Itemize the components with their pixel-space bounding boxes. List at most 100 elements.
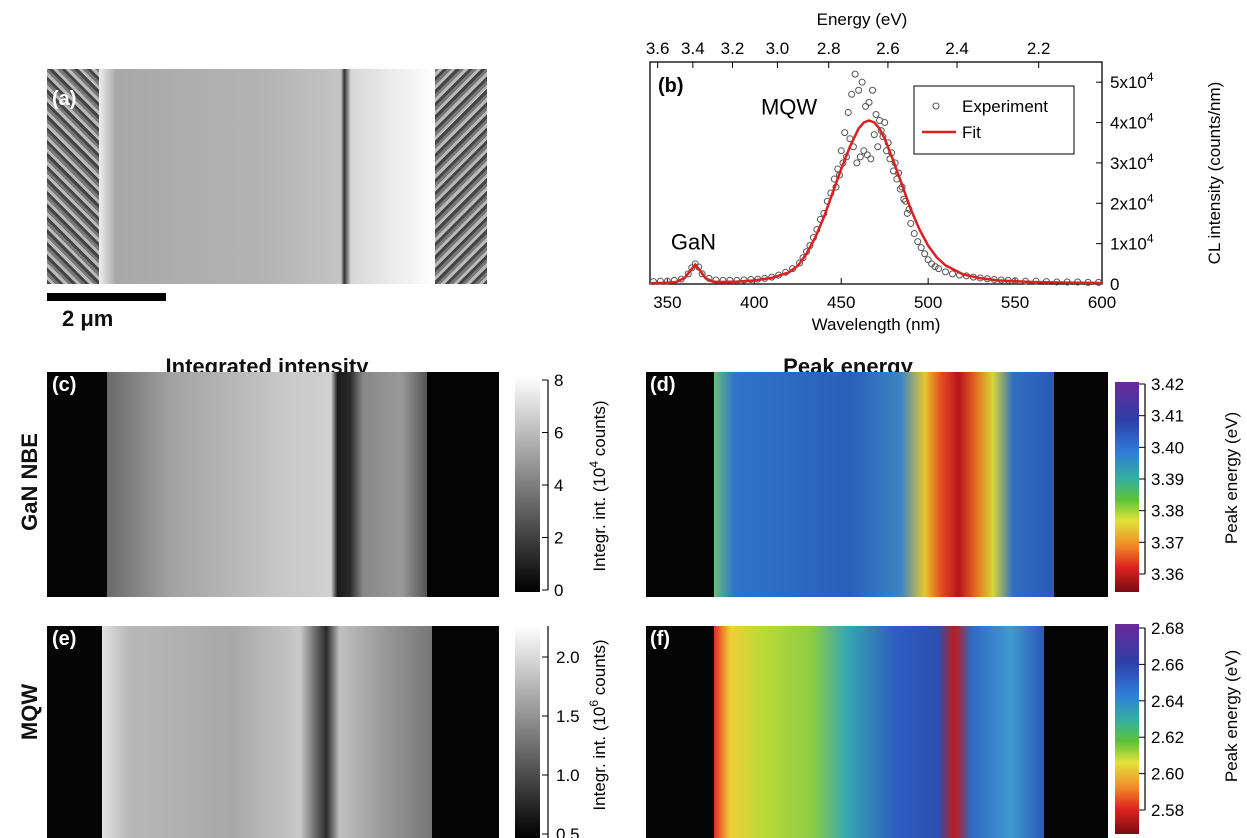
experiment-point	[799, 254, 807, 262]
colorbar-c-tick-label: 0	[554, 581, 563, 600]
y-tick-label: 2x104	[1110, 191, 1154, 213]
x-tick-label: 350	[653, 293, 681, 312]
experiment-point	[872, 110, 880, 118]
legend-marker-experiment	[932, 102, 940, 110]
sem-rough-right	[435, 69, 487, 284]
map-c-mesa	[107, 372, 427, 597]
panel-label-a: (a)	[52, 88, 77, 110]
colorbar-f-tick-label: 2.68	[1151, 619, 1184, 638]
spectrum-chart: 350 400 450 500 550 600 Wavelength (nm) 3.6 3.4 3…	[646, 10, 1224, 334]
scale-bar	[47, 293, 166, 301]
legend-label-experiment: Experiment	[962, 97, 1048, 116]
colorbar-d-tick-label: 3.42	[1151, 375, 1184, 394]
map-f-peak-mqw	[646, 626, 1108, 838]
colorbar-c-tick-label: 2	[554, 529, 563, 548]
plot-frame	[649, 61, 1103, 285]
experiment-point	[726, 276, 734, 284]
annotation-mqw: MQW	[761, 94, 817, 119]
map-e-integrated-mqw	[47, 626, 499, 838]
experiment-point	[698, 270, 706, 278]
experiment-point	[942, 268, 950, 276]
y-tick-label: 0	[1110, 275, 1119, 294]
experiment-point	[837, 147, 845, 155]
experiment-point	[860, 147, 868, 155]
colorbar-f-tick-label: 2.66	[1151, 655, 1184, 674]
experiment-point	[649, 278, 657, 286]
map-d-peak-gan	[646, 372, 1108, 597]
top-tick-label: 2.6	[876, 39, 900, 58]
experiment-point	[910, 230, 918, 238]
colorbar-f-tick-label: 2.60	[1151, 765, 1184, 784]
experiment-point	[917, 244, 925, 252]
colorbar-c-tick-label: 4	[554, 476, 563, 495]
experiment-point	[907, 219, 915, 227]
colorbar-d	[1115, 382, 1139, 592]
experiment-point	[867, 155, 875, 163]
experiment-point	[841, 129, 849, 137]
y-tick-label: 4x104	[1110, 111, 1154, 133]
panel-label-e: (e)	[52, 628, 77, 650]
map-f-mesa	[714, 626, 1044, 838]
experiment-point	[851, 70, 859, 78]
colorbar-c-label-main: Integr. int. (10	[590, 468, 609, 572]
colorbar-e-label-exponent: 6	[587, 700, 601, 707]
y-tick-label: 5x104	[1110, 70, 1154, 92]
colorbar-d-label: Peak energy (eV)	[1222, 412, 1241, 544]
colorbar-e-label-end: counts)	[590, 639, 609, 699]
experiment-point	[948, 270, 956, 278]
experiment-point	[863, 151, 871, 159]
colorbar-c-label: Integr. int. (104 counts)	[587, 400, 609, 571]
map-e-mesa	[102, 626, 432, 838]
colorbar-f-tick-label: 2.64	[1151, 692, 1184, 711]
scale-bar-label: 2 μm	[62, 306, 114, 331]
experiment-point	[874, 143, 882, 151]
colorbar-e-tick-label: 1.5	[556, 707, 580, 726]
top-tick-label: 3.4	[681, 39, 705, 58]
experiment-point	[719, 276, 727, 284]
colorbar-c-tick-label: 8	[554, 371, 563, 390]
colorbar-f-tick-label: 2.58	[1151, 801, 1184, 820]
panel-label-c: (c)	[52, 374, 77, 396]
experiment-point	[869, 86, 877, 94]
experiment-point	[862, 102, 870, 110]
x-axis-label: Wavelength (nm)	[812, 315, 941, 334]
experiment-point	[856, 153, 864, 161]
colorbar-e-label: Integr. int. (106 counts)	[587, 639, 609, 810]
top-tick-label: 3.2	[721, 39, 745, 58]
legend-label-fit: Fit	[962, 123, 981, 142]
experiment-point	[855, 86, 863, 94]
experiment-point	[865, 98, 873, 106]
colorbar-c-label-exponent: 4	[587, 461, 601, 468]
y-tick-label: 1x104	[1110, 232, 1154, 254]
colorbar-e-tick-label: 0.5	[556, 825, 580, 838]
experiment-point	[663, 277, 671, 285]
experiment-point	[848, 90, 856, 98]
experiment-point	[931, 263, 939, 271]
x-tick-label: 400	[740, 293, 768, 312]
colorbar-e-label-main: Integr. int. (10	[590, 707, 609, 811]
colorbar-d-tick-label: 3.37	[1151, 533, 1184, 552]
colorbar-f-tick-label: 2.62	[1151, 728, 1184, 747]
y-tick-exponent: 4	[1147, 111, 1154, 125]
panel-label-f: (f)	[650, 628, 670, 650]
experiment-point	[924, 256, 932, 264]
sem-mesa	[99, 69, 435, 284]
map-d-mesa	[714, 372, 1054, 597]
experiment-point	[858, 78, 866, 86]
map-c-integrated-gan	[47, 372, 499, 597]
y-axis-label: CL intensity (counts/nm)	[1205, 82, 1224, 265]
colorbar-f-label: Peak energy (eV)	[1222, 650, 1241, 782]
x-tick-label: 550	[1001, 293, 1029, 312]
x-tick-label: 450	[827, 293, 855, 312]
colorbar-c-tick-label: 6	[554, 424, 563, 443]
y-tick-exponent: 4	[1147, 151, 1154, 165]
experiment-point	[881, 119, 889, 127]
legend-box	[913, 85, 1075, 155]
colorbar-d-tick-label: 3.39	[1151, 470, 1184, 489]
experiment-point	[914, 238, 922, 246]
fit-line	[649, 119, 1103, 285]
x-tick-label: 600	[1088, 293, 1116, 312]
colorbar-d-tick-label: 3.40	[1151, 438, 1184, 457]
sem-rough-left	[47, 69, 99, 284]
